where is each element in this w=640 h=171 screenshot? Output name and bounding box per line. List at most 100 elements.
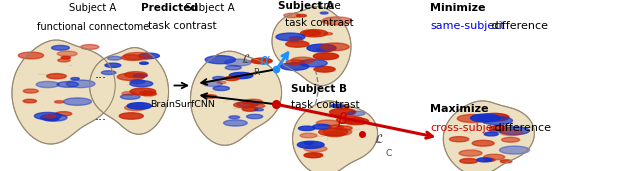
Circle shape (243, 99, 262, 104)
Circle shape (44, 117, 59, 121)
Circle shape (23, 89, 38, 93)
Circle shape (304, 153, 323, 158)
Circle shape (213, 86, 230, 91)
Circle shape (217, 81, 226, 84)
Circle shape (484, 154, 505, 160)
Circle shape (225, 59, 251, 66)
Circle shape (243, 107, 258, 111)
Circle shape (480, 113, 509, 121)
Circle shape (117, 73, 145, 81)
Circle shape (63, 98, 92, 105)
Circle shape (204, 81, 222, 87)
Circle shape (105, 63, 121, 67)
Circle shape (287, 38, 303, 43)
Text: Subject A: Subject A (182, 3, 235, 12)
Circle shape (329, 125, 343, 129)
Circle shape (298, 126, 315, 131)
Polygon shape (12, 40, 115, 144)
Text: task contrast: task contrast (285, 18, 353, 28)
Circle shape (36, 81, 60, 88)
Circle shape (127, 103, 152, 109)
Circle shape (286, 41, 309, 47)
Circle shape (224, 77, 239, 81)
Text: functional connectome: functional connectome (36, 22, 149, 32)
Circle shape (460, 159, 478, 163)
Circle shape (458, 115, 487, 122)
Circle shape (482, 117, 513, 125)
Text: difference: difference (491, 123, 551, 133)
Circle shape (477, 158, 492, 162)
Circle shape (120, 94, 140, 99)
Text: task contrast: task contrast (148, 21, 217, 30)
Circle shape (52, 45, 69, 50)
Circle shape (298, 141, 324, 148)
Circle shape (246, 114, 262, 119)
Circle shape (122, 55, 143, 60)
Circle shape (290, 36, 302, 40)
Circle shape (348, 111, 365, 116)
Circle shape (23, 99, 36, 103)
Circle shape (330, 109, 356, 116)
Circle shape (500, 129, 523, 136)
Circle shape (500, 160, 512, 163)
Circle shape (125, 72, 147, 78)
Circle shape (101, 71, 116, 75)
Circle shape (119, 113, 143, 119)
Circle shape (336, 106, 349, 109)
Circle shape (40, 114, 67, 121)
Polygon shape (191, 51, 282, 145)
Circle shape (490, 129, 502, 133)
Circle shape (250, 104, 265, 108)
Circle shape (276, 33, 305, 41)
Circle shape (280, 63, 308, 70)
Circle shape (300, 59, 327, 67)
Circle shape (336, 126, 352, 130)
Circle shape (133, 74, 147, 77)
Text: R: R (253, 68, 260, 77)
Text: $\beta$: $\beta$ (337, 110, 348, 129)
Text: BrainSurfCNN: BrainSurfCNN (150, 100, 215, 109)
Circle shape (122, 91, 136, 95)
Circle shape (130, 80, 145, 84)
Circle shape (204, 95, 217, 98)
Circle shape (130, 81, 153, 87)
Circle shape (237, 101, 259, 107)
Circle shape (19, 52, 44, 59)
Circle shape (337, 116, 364, 124)
Circle shape (342, 119, 353, 122)
Circle shape (205, 56, 236, 64)
Text: difference: difference (488, 21, 548, 31)
Text: true: true (316, 1, 341, 11)
Circle shape (320, 12, 328, 14)
Circle shape (229, 116, 239, 119)
Circle shape (472, 140, 494, 146)
Circle shape (125, 105, 146, 111)
Circle shape (316, 120, 339, 126)
Polygon shape (444, 101, 534, 171)
Text: Subject A: Subject A (278, 1, 334, 11)
Circle shape (470, 114, 500, 122)
Text: $\mathcal{L}$: $\mathcal{L}$ (241, 53, 252, 66)
Text: ...: ... (95, 68, 107, 81)
Circle shape (301, 30, 328, 37)
Circle shape (57, 51, 77, 56)
Circle shape (344, 118, 369, 125)
Text: Subject B: Subject B (291, 84, 347, 94)
Text: Predicted: Predicted (141, 3, 198, 12)
Circle shape (325, 131, 344, 137)
Circle shape (71, 78, 79, 80)
Text: Minimize: Minimize (430, 3, 486, 12)
Text: C: C (385, 149, 392, 158)
Circle shape (81, 45, 99, 49)
Text: ...: ... (95, 110, 107, 123)
Circle shape (140, 91, 156, 95)
Circle shape (314, 53, 339, 60)
Circle shape (234, 102, 255, 108)
Circle shape (229, 72, 253, 79)
Circle shape (67, 80, 95, 88)
Circle shape (324, 33, 332, 35)
Circle shape (331, 104, 344, 108)
Circle shape (58, 59, 70, 62)
Circle shape (484, 159, 495, 161)
Circle shape (35, 112, 61, 120)
